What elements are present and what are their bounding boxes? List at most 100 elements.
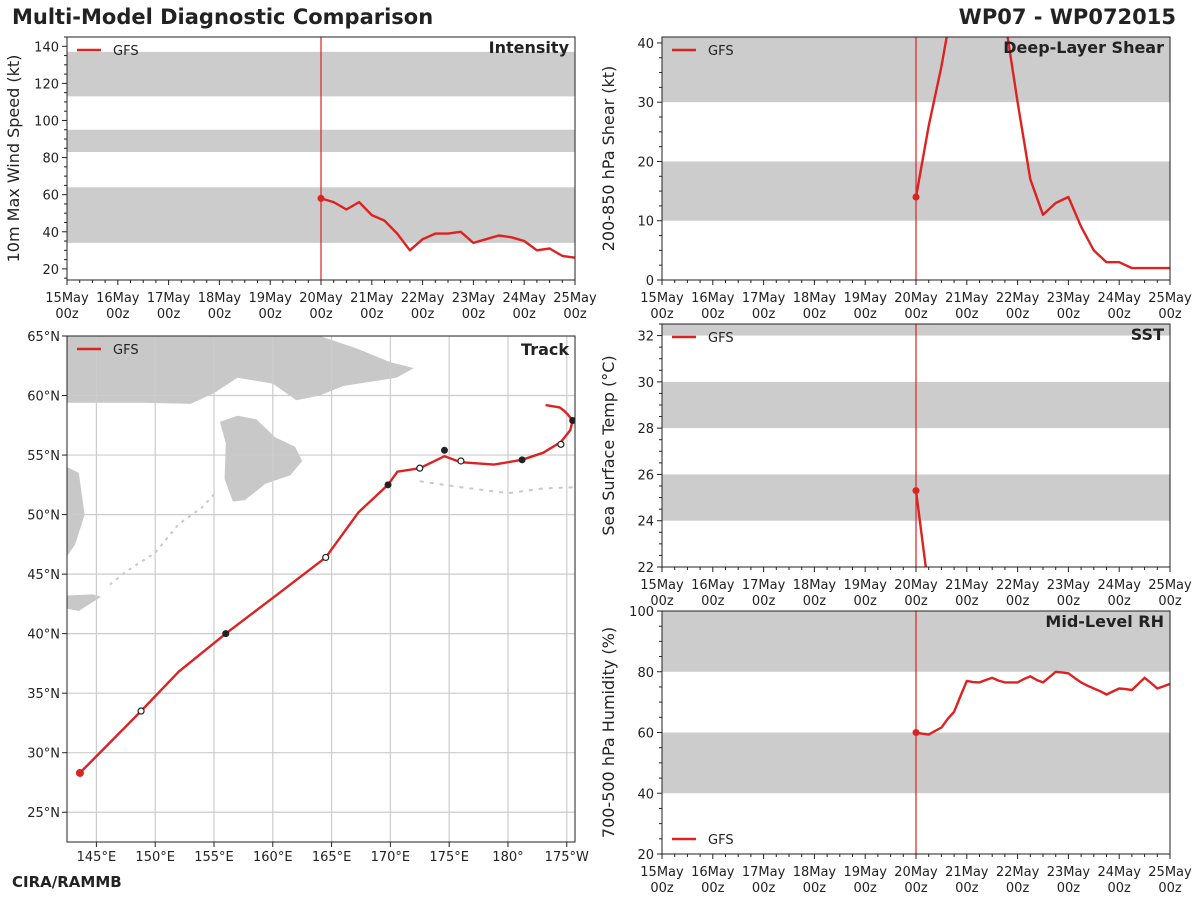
rh-xtick-day: 21May: [945, 865, 989, 880]
rh-xtick-day: 15May: [640, 865, 684, 880]
track-start-marker: [75, 768, 84, 777]
track-marker-open: [557, 440, 565, 448]
sst-xtick-hour: 00z: [803, 594, 827, 609]
intensity-panel-title: Intensity: [489, 38, 570, 57]
sst-series-gfs: [914, 490, 927, 567]
rh-xtick-hour: 00z: [803, 881, 827, 896]
land-mass: [67, 594, 102, 611]
intensity-xtick-day: 21May: [350, 291, 394, 306]
sst-xtick-hour: 00z: [701, 594, 725, 609]
sst-xtick-day: 17May: [742, 578, 786, 593]
intensity-xtick-hour: 00z: [411, 307, 435, 322]
island-chain: [107, 493, 215, 587]
shear-xtick-day: 25May: [1148, 291, 1192, 306]
sst-ytick-label: 30: [637, 376, 654, 391]
sst-xtick-day: 25May: [1148, 578, 1192, 593]
rh-xtick-hour: 00z: [904, 881, 928, 896]
intensity-xtick-hour: 00z: [55, 307, 79, 322]
rh-ytick-label: 80: [637, 666, 654, 681]
intensity-legend-label: GFS: [113, 44, 139, 59]
rh-series-gfs: [915, 670, 1170, 736]
intensity-xtick-day: 17May: [147, 291, 191, 306]
sst-xtick-day: 19May: [843, 578, 887, 593]
shear-xtick-hour: 00z: [650, 307, 674, 322]
shear-legend-label: GFS: [708, 44, 734, 59]
intensity-xtick-hour: 00z: [513, 307, 537, 322]
rh-xtick-hour: 00z: [752, 881, 776, 896]
sst-xtick-day: 18May: [793, 578, 837, 593]
intensity-xtick-day: 15May: [45, 291, 89, 306]
intensity-ytick-label: 40: [42, 226, 59, 241]
track-xtick-label: 165°E: [312, 850, 352, 865]
track-panel-title: Track: [521, 340, 569, 359]
sst-ylabel: Sea Surface Temp (°C): [599, 355, 618, 535]
land-mass: [219, 415, 303, 502]
shear-xtick-hour: 00z: [1108, 307, 1132, 322]
shear-xtick-day: 18May: [793, 291, 837, 306]
intensity-xtick-hour: 00z: [360, 307, 384, 322]
rh-ylabel: 700-500 hPa Humidity (%): [599, 627, 618, 838]
shear-start-marker: [912, 193, 920, 201]
intensity-ytick-label: 120: [34, 77, 59, 92]
rh-xtick-day: 20May: [894, 865, 938, 880]
track-xtick-label: 150°E: [135, 850, 175, 865]
rh-start-marker: [912, 729, 920, 736]
track-ytick-label: 30°N: [27, 747, 60, 762]
intensity-ytick-label: 20: [42, 263, 59, 278]
credit-label: CIRA/RAMMB: [12, 873, 122, 891]
sst-panel-title: SST: [1131, 325, 1164, 344]
sst-xtick-hour: 00z: [650, 594, 674, 609]
rh-xtick-day: 16May: [691, 865, 735, 880]
sst-ytick-label: 24: [637, 515, 654, 530]
rh-xtick-hour: 00z: [1108, 881, 1132, 896]
intensity-xtick-hour: 00z: [462, 307, 486, 322]
shear-xtick-hour: 00z: [803, 307, 827, 322]
sst-ytick-label: 26: [637, 468, 654, 483]
sst-xtick-hour: 00z: [752, 594, 776, 609]
intensity-series-gfs: [320, 197, 575, 259]
intensity-xtick-hour: 00z: [157, 307, 181, 322]
track-ytick-label: 60°N: [27, 390, 60, 405]
intensity-xtick-hour: 00z: [259, 307, 283, 322]
intensity-plot-area: [67, 37, 575, 280]
rh-xtick-hour: 00z: [955, 881, 979, 896]
track-marker-filled: [518, 456, 526, 464]
intensity-xtick-day: 22May: [401, 291, 445, 306]
track-xtick-label: 145°E: [77, 850, 117, 865]
intensity-xtick-day: 16May: [96, 291, 140, 306]
track-marker-filled: [384, 481, 392, 489]
track-marker-filled: [440, 446, 448, 454]
sst-xtick-hour: 00z: [955, 594, 979, 609]
rh-panel-title: Mid-Level RH: [1045, 612, 1164, 631]
sst-xtick-hour: 00z: [1006, 594, 1030, 609]
track-ytick-label: 40°N: [27, 628, 60, 643]
track-ytick-label: 50°N: [27, 509, 60, 524]
track-marker-open: [137, 707, 145, 715]
sst-xtick-day: 24May: [1097, 578, 1141, 593]
shear-xtick-day: 19May: [843, 291, 887, 306]
rh-xtick-day: 19May: [843, 865, 887, 880]
intensity-ytick-label: 140: [34, 40, 59, 55]
sst-xtick-hour: 00z: [1108, 594, 1132, 609]
shear-xtick-hour: 00z: [955, 307, 979, 322]
land-mass: [67, 467, 85, 557]
track-ytick-label: 35°N: [27, 687, 60, 702]
rh-chart: 2040608010015May00z16May00z17May00z18May…: [599, 605, 1192, 896]
track-xtick-label: 175°W: [545, 850, 589, 865]
sst-ytick-label: 32: [637, 330, 654, 345]
sst-xtick-day: 20May: [894, 578, 938, 593]
rh-xtick-hour: 00z: [1006, 881, 1030, 896]
shear-xtick-day: 20May: [894, 291, 938, 306]
intensity-xtick-hour: 00z: [208, 307, 232, 322]
rh-xtick-hour: 00z: [854, 881, 878, 896]
rh-ytick-label: 40: [637, 787, 654, 802]
shear-xtick-day: 21May: [945, 291, 989, 306]
rh-xtick-hour: 00z: [650, 881, 674, 896]
shear-chart: 01020304015May00z16May00z17May00z18May00…: [599, 36, 1192, 322]
track-xtick-label: 170°E: [371, 850, 411, 865]
track-xtick-label: 155°E: [194, 850, 234, 865]
shear-xtick-day: 23May: [1047, 291, 1091, 306]
shear-xtick-hour: 00z: [1158, 307, 1182, 322]
sst-chart: 22242628303215May00z16May00z17May00z18Ma…: [599, 323, 1192, 609]
